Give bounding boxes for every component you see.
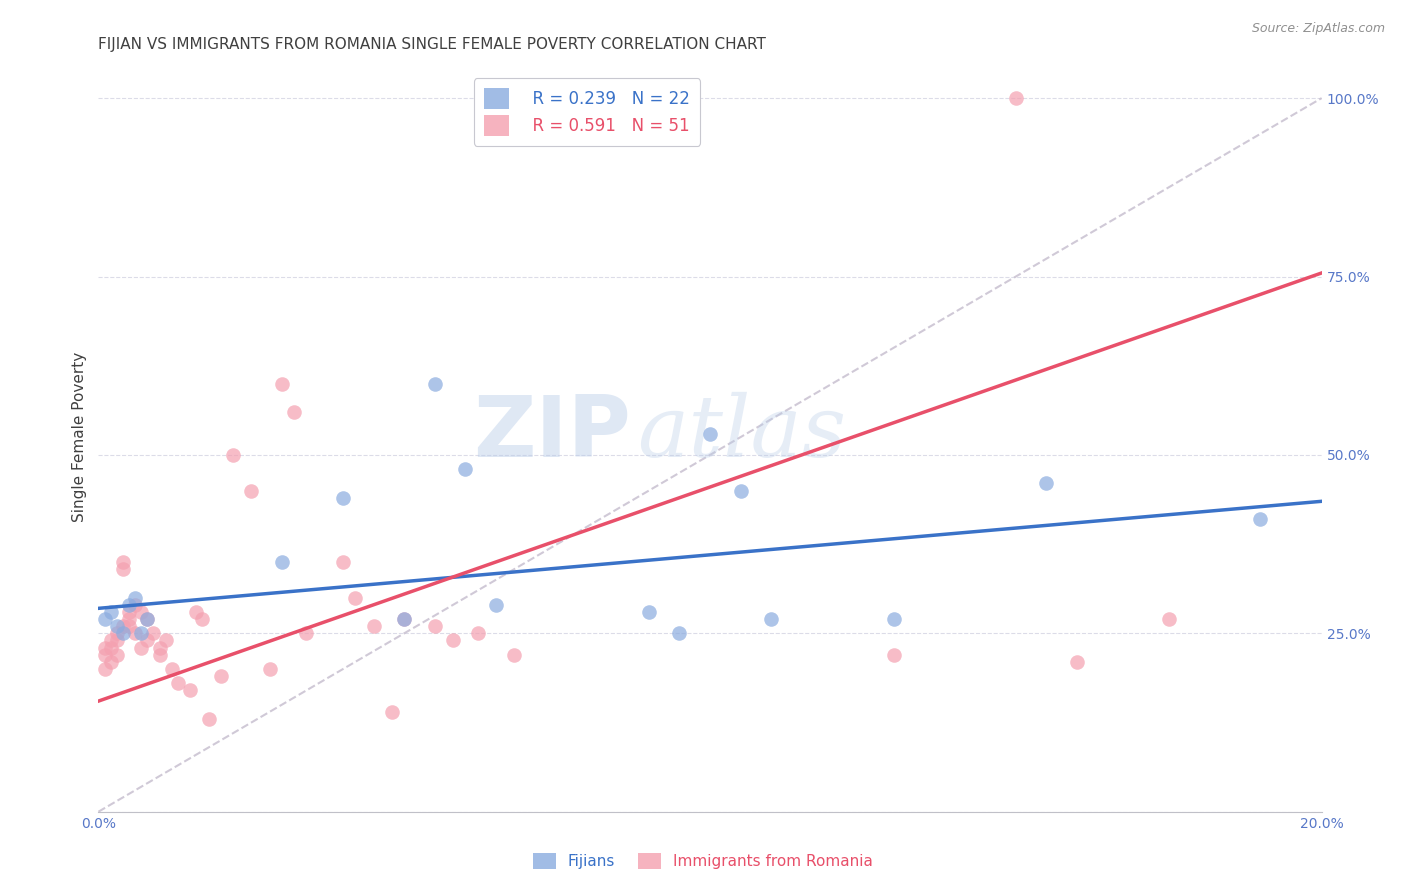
Point — [1066, 655, 1088, 669]
Point — [149, 640, 172, 655]
Point — [124, 626, 146, 640]
Point — [270, 555, 292, 569]
Point — [93, 648, 115, 662]
Point — [136, 612, 159, 626]
Point — [136, 633, 159, 648]
Point — [381, 705, 404, 719]
Point — [283, 405, 305, 419]
Point — [344, 591, 367, 605]
Point — [129, 605, 152, 619]
Point — [441, 633, 464, 648]
Point — [100, 633, 122, 648]
Point — [259, 662, 281, 676]
Point — [699, 426, 721, 441]
Point — [160, 662, 183, 676]
Point — [1035, 476, 1057, 491]
Point — [191, 612, 214, 626]
Point — [100, 640, 122, 655]
Y-axis label: Single Female Poverty: Single Female Poverty — [72, 352, 87, 522]
Point — [759, 612, 782, 626]
Point — [240, 483, 263, 498]
Point — [111, 619, 134, 633]
Point — [883, 648, 905, 662]
Point — [105, 619, 128, 633]
Text: Source: ZipAtlas.com: Source: ZipAtlas.com — [1251, 22, 1385, 36]
Point — [100, 655, 122, 669]
Point — [118, 598, 141, 612]
Text: FIJIAN VS IMMIGRANTS FROM ROMANIA SINGLE FEMALE POVERTY CORRELATION CHART: FIJIAN VS IMMIGRANTS FROM ROMANIA SINGLE… — [98, 37, 766, 52]
Point — [209, 669, 232, 683]
Point — [423, 619, 446, 633]
Point — [124, 598, 146, 612]
Point — [100, 605, 122, 619]
Point — [155, 633, 177, 648]
Point — [363, 619, 385, 633]
Point — [142, 626, 165, 640]
Legend: Fijians, Immigrants from Romania: Fijians, Immigrants from Romania — [527, 847, 879, 875]
Point — [423, 376, 446, 391]
Point — [485, 598, 508, 612]
Point — [111, 555, 134, 569]
Point — [93, 640, 115, 655]
Point — [883, 612, 905, 626]
Point — [111, 626, 134, 640]
Point — [222, 448, 245, 462]
Point — [332, 555, 354, 569]
Point — [668, 626, 690, 640]
Point — [105, 626, 128, 640]
Point — [392, 612, 416, 626]
Point — [270, 376, 292, 391]
Point — [149, 648, 172, 662]
Point — [118, 612, 141, 626]
Point — [503, 648, 526, 662]
Point — [93, 662, 115, 676]
Point — [1249, 512, 1271, 526]
Point — [111, 562, 134, 576]
Point — [637, 605, 661, 619]
Text: ZIP: ZIP — [472, 392, 630, 475]
Point — [167, 676, 190, 690]
Point — [1157, 612, 1180, 626]
Point — [129, 626, 152, 640]
Point — [93, 612, 115, 626]
Point — [197, 712, 219, 726]
Point — [454, 462, 477, 476]
Point — [105, 648, 128, 662]
Point — [118, 605, 141, 619]
Legend:   R = 0.239   N = 22,   R = 0.591   N = 51: R = 0.239 N = 22, R = 0.591 N = 51 — [474, 78, 700, 145]
Point — [295, 626, 318, 640]
Point — [124, 591, 146, 605]
Point — [129, 640, 152, 655]
Point — [730, 483, 752, 498]
Point — [467, 626, 489, 640]
Point — [136, 612, 159, 626]
Point — [392, 612, 416, 626]
Point — [186, 605, 208, 619]
Point — [118, 619, 141, 633]
Point — [332, 491, 354, 505]
Point — [105, 633, 128, 648]
Point — [179, 683, 201, 698]
Point — [1004, 91, 1026, 105]
Text: atlas: atlas — [637, 392, 846, 475]
